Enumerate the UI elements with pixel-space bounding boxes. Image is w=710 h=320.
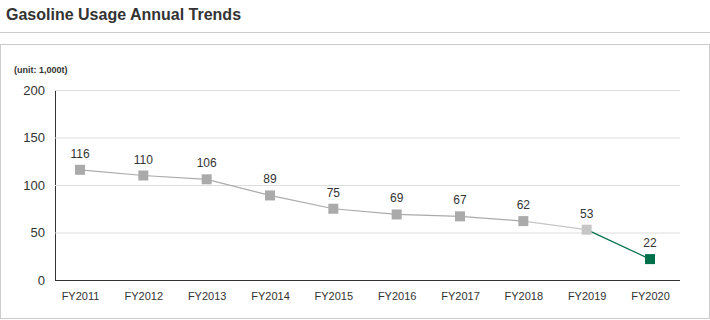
- axis-line: [55, 280, 680, 281]
- grid-line: [55, 90, 680, 91]
- title: Gasoline Usage Annual Trends: [6, 6, 241, 23]
- x-axis: FY2011 FY2012 FY2013 FY2014 FY2015 FY2016 FY20…: [55, 281, 680, 302]
- tick: FY2012: [125, 290, 164, 302]
- chart: Gasoline Usage Annual Trends (unit: 1,000…: [0, 0, 710, 320]
- data-label: 110: [134, 153, 153, 167]
- tick: FY2014: [251, 290, 290, 302]
- tick-label: FY2014: [251, 290, 290, 302]
- tick: 100: [23, 178, 680, 193]
- grid-line: [55, 185, 680, 186]
- data-label: 53: [580, 207, 594, 221]
- marker: [202, 174, 212, 184]
- grid-line: [55, 138, 680, 139]
- tick: FY2019: [568, 290, 607, 302]
- data-label: 62: [517, 198, 531, 212]
- y-axis: 0 50 100 150 200: [23, 83, 680, 288]
- line-segment: [397, 214, 460, 216]
- marker: [582, 225, 592, 235]
- tick-label: FY2016: [378, 290, 417, 302]
- grid-line: [55, 280, 680, 281]
- tick: 0: [38, 273, 680, 288]
- tick-label: FY2011: [62, 290, 100, 302]
- tick-label: FY2015: [315, 290, 354, 302]
- tick: FY2018: [505, 290, 544, 302]
- marker: [392, 209, 402, 219]
- line-segment: [460, 216, 523, 221]
- tick-label: FY2020: [631, 290, 670, 302]
- tick: FY2020: [631, 290, 670, 302]
- tick: 200: [23, 83, 680, 98]
- data-label: 116: [70, 147, 89, 161]
- data-label: 106: [197, 156, 217, 170]
- tick-label: 50: [31, 225, 45, 240]
- tick-label: 100: [23, 178, 45, 193]
- line-segment: [143, 176, 206, 180]
- line-segment: [333, 209, 396, 215]
- tick-label: 0: [38, 273, 45, 288]
- axis-label: (unit: 1,000t): [14, 65, 68, 75]
- tick: FY2017: [441, 290, 480, 302]
- marker: [518, 216, 528, 226]
- data-labels: 116 110 106 89 75 69 67 62 53 22: [70, 147, 657, 250]
- tick: 50: [31, 225, 680, 240]
- data-label: 69: [390, 191, 404, 205]
- line-segment: [207, 179, 270, 195]
- marker: [138, 171, 148, 181]
- data-label: 89: [263, 172, 277, 186]
- tick-label: 150: [23, 130, 45, 145]
- tick: FY2011: [62, 290, 100, 302]
- tick: FY2015: [315, 290, 354, 302]
- data-label: 75: [327, 186, 341, 200]
- marker: [328, 204, 338, 214]
- tick-label: FY2018: [505, 290, 544, 302]
- marker: [265, 190, 275, 200]
- data-label: 22: [643, 236, 657, 250]
- tick-label: FY2019: [568, 290, 607, 302]
- data-label: 67: [453, 193, 467, 207]
- marker: [75, 165, 85, 175]
- tick: 150: [23, 130, 680, 145]
- title-rule: [0, 32, 710, 33]
- line-segment: [523, 221, 586, 230]
- tick-label: FY2012: [125, 290, 164, 302]
- marker: [455, 211, 465, 221]
- marker: [645, 254, 655, 264]
- tick-label: 200: [23, 83, 45, 98]
- tick: FY2013: [188, 290, 227, 302]
- frame: [1, 45, 710, 319]
- marks: [75, 165, 655, 264]
- line-segment: [270, 195, 333, 208]
- line-segment: [80, 170, 143, 176]
- tick-label: FY2017: [441, 290, 480, 302]
- tick: FY2016: [378, 290, 417, 302]
- tick-label: FY2013: [188, 290, 227, 302]
- line-segment: [587, 230, 650, 259]
